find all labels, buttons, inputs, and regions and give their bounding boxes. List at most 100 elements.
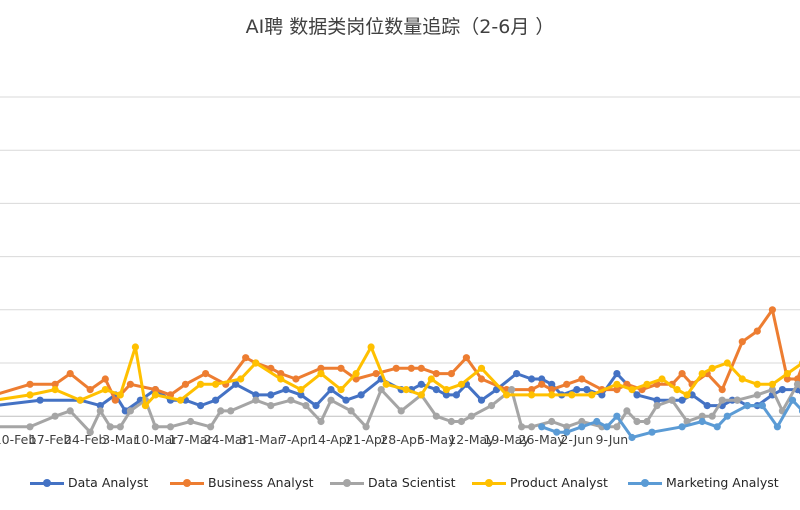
data-point: [327, 386, 335, 394]
x-tick-label: 2-Jun: [560, 432, 593, 447]
data-point: [773, 423, 782, 431]
series-line: [0, 372, 800, 413]
data-point: [768, 306, 777, 314]
data-point: [242, 354, 250, 362]
data-point: [462, 354, 470, 362]
data-point: [457, 380, 465, 388]
data-point: [197, 380, 205, 388]
data-point: [613, 370, 621, 378]
data-point: [723, 359, 731, 367]
data-point: [658, 375, 666, 383]
legend-label: Marketing Analyst: [666, 475, 779, 490]
data-point: [518, 423, 526, 431]
data-point: [708, 412, 716, 420]
data-point: [698, 412, 706, 420]
data-point: [151, 391, 159, 399]
data-point: [187, 417, 195, 426]
x-tick-label: 17-Feb: [29, 432, 72, 447]
data-point: [432, 412, 440, 420]
data-point: [101, 386, 109, 394]
legend-item-business-analyst: Business Analyst: [170, 475, 314, 490]
data-point: [282, 386, 290, 394]
data-point: [703, 402, 711, 410]
data-point: [382, 380, 390, 388]
data-point: [207, 423, 215, 431]
data-point: [111, 396, 119, 404]
data-point: [392, 364, 400, 372]
data-point: [402, 386, 410, 394]
data-point: [487, 402, 496, 410]
data-point: [101, 375, 109, 383]
data-point: [513, 370, 521, 378]
data-point: [563, 380, 571, 388]
data-point: [623, 407, 631, 415]
data-point: [593, 417, 601, 426]
data-point: [788, 396, 797, 404]
data-point: [327, 396, 335, 404]
data-point: [116, 391, 124, 399]
data-point: [297, 391, 305, 399]
data-point: [287, 396, 295, 404]
data-point: [417, 391, 425, 399]
data-point: [508, 386, 516, 394]
data-point: [116, 423, 124, 431]
data-point: [753, 380, 761, 388]
legend-swatch: [628, 476, 662, 490]
data-point: [151, 423, 159, 431]
data-point: [86, 428, 94, 436]
data-point: [417, 364, 425, 372]
data-point: [232, 380, 240, 388]
data-point: [51, 380, 59, 388]
data-point: [738, 338, 746, 346]
data-point: [477, 375, 486, 383]
data-point: [678, 370, 686, 378]
data-point: [317, 417, 325, 426]
data-point: [588, 391, 596, 399]
data-point: [36, 396, 44, 404]
data-point: [678, 396, 686, 404]
data-point: [452, 391, 460, 399]
series-business-analyst: [0, 306, 800, 404]
legend-label: Business Analyst: [208, 475, 314, 490]
data-point: [698, 417, 706, 426]
legend-swatch: [170, 476, 204, 490]
x-tick-label: 21-Apr: [345, 432, 388, 447]
data-point: [467, 412, 475, 420]
data-point: [267, 402, 275, 410]
data-point: [528, 386, 536, 394]
data-point: [563, 423, 571, 431]
x-tick-label: 5-May: [417, 432, 456, 447]
data-point: [548, 391, 556, 399]
series-data-scientist: [0, 380, 800, 436]
data-point: [26, 380, 34, 388]
x-tick-label: 24-Feb: [64, 432, 107, 447]
data-point: [76, 396, 84, 404]
data-point: [131, 343, 139, 351]
data-point: [292, 375, 300, 383]
x-tick-label: 10-Mar: [133, 432, 178, 447]
legend-label: Product Analyst: [510, 475, 608, 490]
data-point: [578, 423, 586, 431]
data-point: [277, 370, 285, 378]
data-point: [548, 417, 556, 426]
data-point: [417, 380, 425, 388]
data-point: [457, 417, 465, 426]
legend-swatch: [30, 476, 64, 490]
legend-item-data-analyst: Data Analyst: [30, 475, 148, 490]
data-point: [528, 375, 536, 383]
series-product-analyst: [0, 343, 800, 410]
data-point: [548, 380, 556, 388]
x-tick-label: 24-Mar: [204, 432, 249, 447]
data-point: [713, 423, 721, 431]
data-point: [317, 364, 325, 372]
data-point: [613, 423, 621, 431]
series-marketing-analyst: [538, 396, 800, 442]
data-point: [86, 386, 94, 394]
x-tick-label: 10-Feb: [0, 432, 36, 447]
legend-label: Data Analyst: [68, 475, 149, 490]
chart-title: AI聘 数据类岗位数量追踪（2-6月 ）: [245, 16, 555, 38]
data-point: [141, 402, 149, 410]
data-point: [312, 402, 320, 410]
data-point: [407, 364, 415, 372]
data-point: [738, 375, 746, 383]
